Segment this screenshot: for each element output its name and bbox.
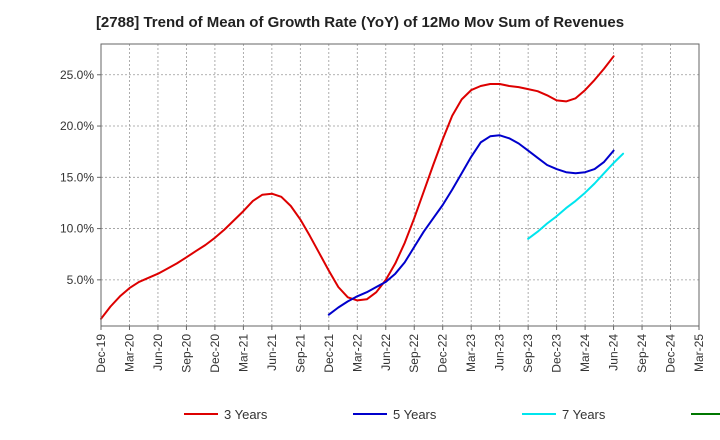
x-tick-label: Jun-23 xyxy=(493,334,507,371)
x-tick-label: Sep-21 xyxy=(293,334,307,373)
x-tick-label: Jun-21 xyxy=(265,334,279,371)
x-tick-label: Jun-24 xyxy=(607,334,621,371)
x-tick-label: Dec-24 xyxy=(664,334,678,373)
x-tick-label: Dec-22 xyxy=(436,334,450,373)
legend-label: 7 Years xyxy=(562,407,606,422)
series-line-5-years xyxy=(327,134,615,316)
x-tick-label: Mar-25 xyxy=(692,334,706,372)
series-line-3-years xyxy=(100,55,615,320)
grid-lines xyxy=(101,44,699,326)
legend-label: 5 Years xyxy=(393,407,437,422)
x-tick-label: Jun-22 xyxy=(379,334,393,371)
y-axis-ticks: 5.0% 10.0% 15.0% 20.0% 25.0% xyxy=(60,68,101,287)
x-tick-label: Mar-22 xyxy=(350,334,364,372)
plot-frame xyxy=(100,43,700,327)
y-tick-label: 15.0% xyxy=(60,170,94,184)
x-axis-ticks: Dec-19 Mar-20 Jun-20 Sep-20 Dec-20 Mar-21 Jun-… xyxy=(94,326,706,373)
x-tick-label: Sep-22 xyxy=(407,334,421,373)
y-tick-label: 5.0% xyxy=(67,273,95,287)
x-tick-label: Mar-23 xyxy=(464,334,478,372)
legend-label: 3 Years xyxy=(224,407,268,422)
x-tick-label: Sep-24 xyxy=(635,334,649,373)
x-tick-label: Dec-21 xyxy=(322,334,336,373)
y-tick-label: 25.0% xyxy=(60,68,94,82)
series-line-7-years xyxy=(527,152,625,240)
plot-background xyxy=(101,44,699,326)
x-tick-label: Jun-20 xyxy=(151,334,165,371)
x-tick-label: Dec-20 xyxy=(208,334,222,373)
x-tick-label: Dec-19 xyxy=(94,334,108,373)
x-tick-label: Mar-20 xyxy=(122,334,136,372)
x-tick-label: Sep-20 xyxy=(179,334,193,373)
x-tick-label: Mar-24 xyxy=(578,334,592,372)
x-tick-label: Sep-23 xyxy=(521,334,535,373)
series-lines xyxy=(100,55,625,320)
x-tick-label: Dec-23 xyxy=(550,334,564,373)
chart-title: [2788] Trend of Mean of Growth Rate (YoY… xyxy=(95,14,625,31)
y-tick-label: 20.0% xyxy=(60,119,94,133)
y-tick-label: 10.0% xyxy=(60,222,94,236)
x-tick-label: Mar-21 xyxy=(236,334,250,372)
